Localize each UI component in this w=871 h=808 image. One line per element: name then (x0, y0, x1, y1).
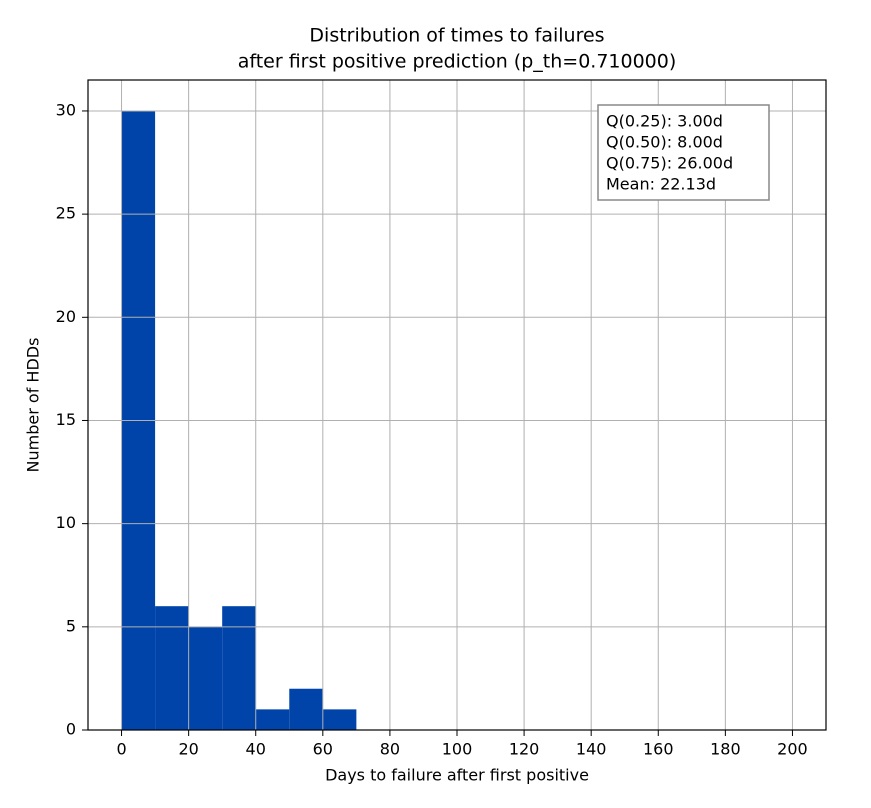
bar (155, 606, 189, 730)
annotation-text: Q(0.75): 26.00d (606, 154, 733, 173)
x-tick-label: 160 (643, 740, 674, 759)
y-tick-label: 25 (56, 204, 76, 223)
x-tick-label: 60 (313, 740, 333, 759)
y-tick-label: 0 (66, 720, 76, 739)
bar (289, 688, 323, 730)
y-tick-label: 20 (56, 307, 76, 326)
x-tick-label: 180 (710, 740, 741, 759)
bar (322, 709, 357, 730)
annotation-text: Q(0.50): 8.00d (606, 133, 723, 152)
annotation-text: Mean: 22.13d (606, 175, 716, 194)
x-tick-label: 0 (116, 740, 126, 759)
plot-frame (87, 79, 827, 731)
x-axis-label: Days to failure after first positive (325, 766, 589, 785)
x-tick-label: 80 (380, 740, 400, 759)
x-tick-label: 20 (178, 740, 198, 759)
bar (255, 709, 290, 730)
y-tick-label: 15 (56, 410, 76, 429)
bar (222, 606, 256, 730)
y-tick-label: 30 (56, 100, 76, 119)
x-tick-label: 200 (777, 740, 808, 759)
x-tick-label: 100 (442, 740, 473, 759)
y-tick-label: 5 (66, 616, 76, 635)
annotation-box (597, 104, 770, 201)
x-tick-label: 120 (509, 740, 540, 759)
x-tick-label: 40 (246, 740, 266, 759)
y-tick-label: 10 (56, 513, 76, 532)
bar (188, 626, 223, 730)
chart-title: Distribution of times to failures (309, 25, 604, 47)
chart-title: after first positive prediction (p_th=0.… (238, 51, 677, 73)
annotation-text: Q(0.25): 3.00d (606, 112, 723, 131)
y-axis-label: Number of HDDs (24, 338, 43, 473)
x-tick-label: 140 (576, 740, 607, 759)
